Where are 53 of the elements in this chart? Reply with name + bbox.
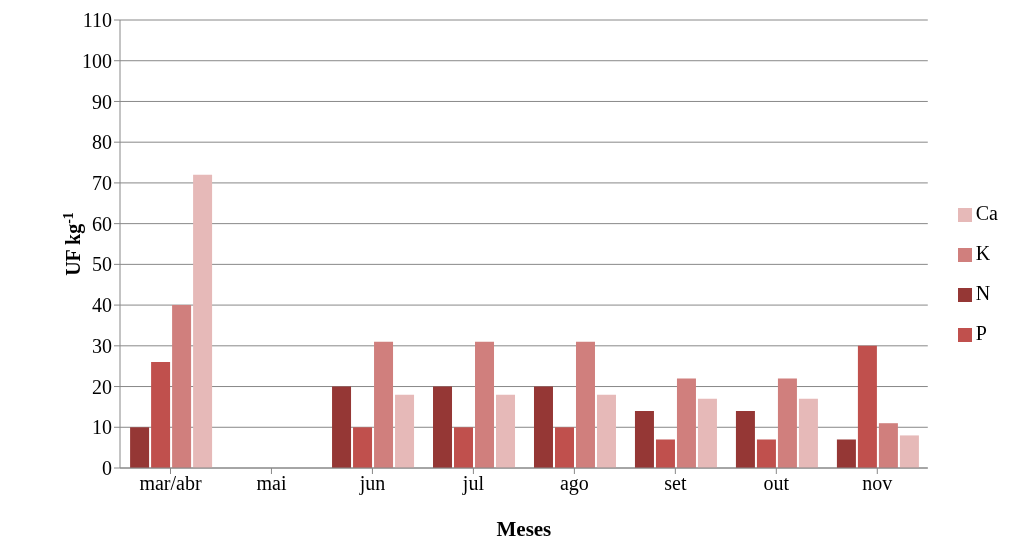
y-tick-label: 90 [92,90,112,113]
bar [878,423,898,468]
y-tick-label: 110 [82,9,112,32]
bar [496,394,516,468]
bar [193,174,213,468]
x-tick-label: jun [358,472,386,496]
y-tick-label: 50 [92,253,112,276]
y-tick-label: 10 [92,416,112,439]
bar [151,362,171,468]
bar [475,341,495,468]
y-tick-label: 100 [82,49,112,72]
bar [857,345,877,468]
bar [374,341,394,468]
bar [798,398,818,468]
bar [433,386,453,468]
y-tick-label: 20 [92,375,112,398]
bar [554,427,574,468]
y-tick-label: 80 [92,131,112,154]
y-tick-label: 60 [92,212,112,235]
x-tick-label: nov [862,472,893,495]
y-tick-label: 40 [92,294,112,317]
bar [575,341,595,468]
bar [533,386,553,468]
x-tick-label: ago [559,472,589,496]
x-axis-title: Meses [496,517,552,541]
bar [634,410,654,468]
y-tick-label: 30 [92,334,112,357]
x-tick-label: set [664,472,687,495]
x-tick-label: mar/abr [139,472,202,495]
bar [697,398,717,468]
bar [130,427,150,468]
bar [332,386,352,468]
bar [899,435,919,468]
legend-label: K [975,242,991,264]
bar [353,427,373,468]
y-tick-label: 0 [102,457,112,480]
bar [395,394,415,468]
bar [735,410,755,468]
bar [836,439,856,468]
bar [655,439,675,468]
bar [756,439,776,468]
y-tick-label: 70 [92,172,112,195]
bar [172,305,192,468]
bar [596,394,616,468]
legend-label: N [975,282,991,304]
bar [676,378,696,468]
bar [454,427,474,468]
legend-label: Ca [975,202,998,224]
x-tick-label: mai [256,472,287,495]
x-tick-label: out [763,472,790,495]
legend-label: P [975,322,987,344]
x-tick-label: jul [461,472,485,496]
bar [777,378,797,468]
